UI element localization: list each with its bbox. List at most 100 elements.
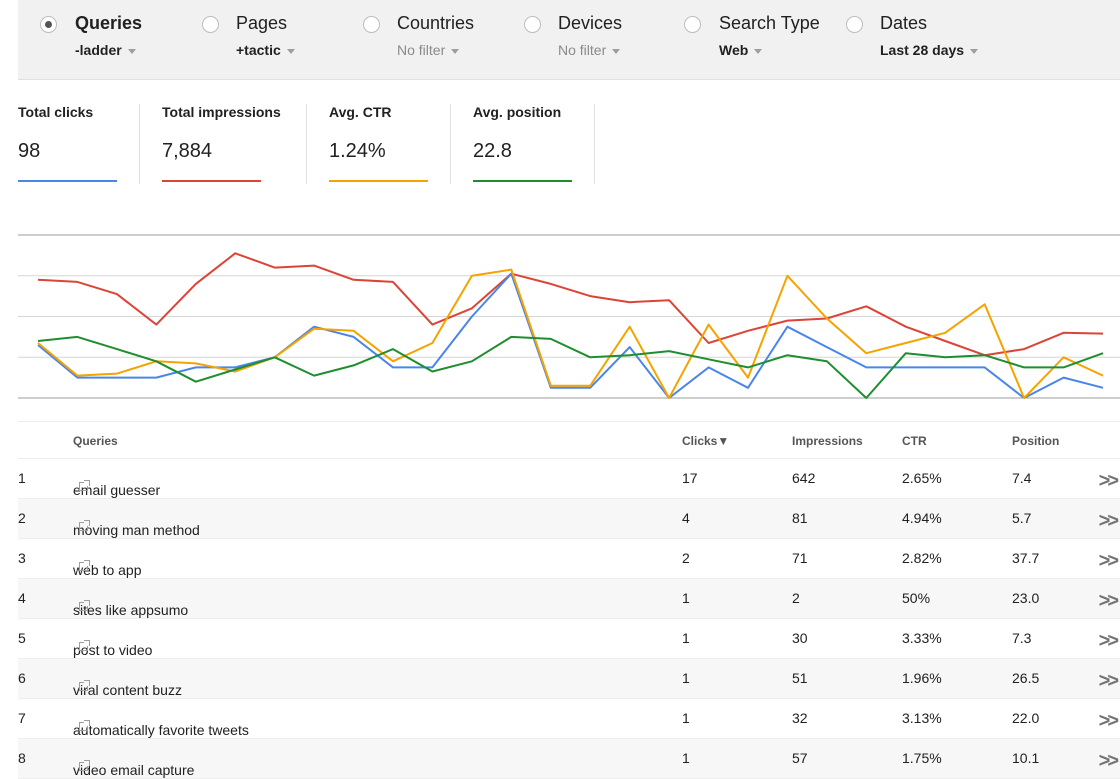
- ctr-cell: 3.13%: [902, 710, 942, 726]
- chevron-right-icon[interactable]: >>: [1098, 670, 1119, 692]
- impressions-cell: 642: [792, 470, 816, 486]
- ctr-cell: 2.65%: [902, 470, 942, 486]
- row-number: 2: [18, 510, 26, 526]
- clicks-cell: 1: [682, 590, 690, 606]
- ctr-cell: 1.96%: [902, 670, 942, 686]
- external-link-icon[interactable]: [79, 680, 90, 691]
- filter-dropdown[interactable]: No filter: [558, 42, 621, 58]
- external-link-icon[interactable]: [79, 640, 90, 651]
- chevron-right-icon[interactable]: >>: [1098, 510, 1119, 532]
- chevron-right-icon[interactable]: >>: [1098, 590, 1119, 612]
- series-line-total-clicks[interactable]: [37, 272, 1104, 399]
- radio-button[interactable]: [202, 16, 219, 33]
- filter-dropdown[interactable]: Web: [719, 42, 763, 58]
- table-row[interactable]: 7 automatically favorite tweets 1 32 3.1…: [18, 699, 1120, 739]
- chevron-right-icon[interactable]: >>: [1098, 630, 1119, 652]
- ctr-cell: 4.94%: [902, 510, 942, 526]
- row-number: 4: [18, 590, 26, 606]
- column-header-impressions[interactable]: Impressions: [792, 434, 863, 448]
- table-row[interactable]: 6 viral content buzz 1 51 1.96% 26.5 >>: [18, 659, 1120, 699]
- external-link-icon[interactable]: [79, 600, 90, 611]
- ctr-cell: 50%: [902, 590, 931, 606]
- divider: [450, 104, 451, 184]
- divider: [139, 104, 140, 184]
- filter-label: Devices: [558, 13, 623, 33]
- divider: [594, 104, 595, 184]
- query-text: moving man method: [73, 522, 200, 538]
- metric-total-clicks[interactable]: Total clicks 98: [18, 104, 117, 182]
- filter-dropdown[interactable]: -ladder: [75, 42, 136, 58]
- column-header-queries[interactable]: Queries: [73, 434, 118, 448]
- performance-chart[interactable]: [18, 225, 1120, 410]
- chevron-down-icon: [970, 48, 979, 54]
- external-link-icon[interactable]: [79, 520, 90, 531]
- table-body: 1 email guesser 17 642 2.65% 7.4 >> 2 mo…: [18, 459, 1120, 779]
- external-link-icon[interactable]: [79, 720, 90, 731]
- column-header-ctr[interactable]: CTR: [902, 434, 927, 448]
- filter-label: Dates: [880, 13, 928, 33]
- query-text: web to app: [73, 562, 142, 578]
- metric-color-line: [329, 180, 428, 182]
- table-row[interactable]: 4 sites like appsumo 1 2 50% 23.0 >>: [18, 579, 1120, 619]
- table-row[interactable]: 2 moving man method 4 81 4.94% 5.7 >>: [18, 499, 1120, 539]
- chevron-right-icon[interactable]: >>: [1098, 550, 1119, 572]
- chevron-right-icon[interactable]: >>: [1098, 710, 1119, 732]
- column-header-position[interactable]: Position: [1012, 434, 1060, 448]
- clicks-cell: 1: [682, 630, 690, 646]
- query-text: email guesser: [73, 482, 161, 498]
- metric-avg-position[interactable]: Avg. position 22.8: [473, 104, 572, 182]
- metric-color-line: [473, 180, 572, 182]
- column-header-clicks[interactable]: Clicks▼: [682, 434, 730, 448]
- metric-total-impressions[interactable]: Total impressions 7,884: [162, 104, 281, 182]
- position-cell: 22.0: [1012, 710, 1040, 726]
- metric-label: Total clicks: [18, 104, 94, 120]
- external-link-icon[interactable]: [79, 760, 90, 771]
- position-cell: 10.1: [1012, 750, 1040, 766]
- filter-dropdown[interactable]: Last 28 days: [880, 42, 979, 58]
- table-header: Queries Clicks▼ Impressions CTR Position: [18, 421, 1120, 459]
- chevron-down-icon: [754, 48, 763, 54]
- filter-label: Queries: [75, 13, 143, 33]
- metric-color-line: [162, 180, 261, 182]
- chevron-down-icon: [127, 48, 136, 54]
- radio-button[interactable]: [363, 16, 380, 33]
- series-line-avg-position[interactable]: [37, 335, 1104, 399]
- position-cell: 7.3: [1012, 630, 1032, 646]
- series-line-total-impressions[interactable]: [37, 252, 1104, 357]
- metric-label: Total impressions: [162, 104, 281, 120]
- filter-dropdown[interactable]: +tactic: [236, 42, 295, 58]
- filter-bar: Queries -ladder Pages +tactic Countries …: [18, 0, 1120, 80]
- series-line-avg-ctr[interactable]: [37, 268, 1104, 399]
- filter-value: +tactic: [236, 42, 281, 58]
- chevron-right-icon[interactable]: >>: [1098, 750, 1119, 772]
- table-row[interactable]: 1 email guesser 17 642 2.65% 7.4 >>: [18, 459, 1120, 499]
- external-link-icon[interactable]: [79, 560, 90, 571]
- impressions-cell: 81: [792, 510, 808, 526]
- table-row[interactable]: 5 post to video 1 30 3.33% 7.3 >>: [18, 619, 1120, 659]
- filter-value: No filter: [558, 42, 607, 58]
- metric-color-line: [18, 180, 117, 182]
- position-cell: 7.4: [1012, 470, 1032, 486]
- row-number: 8: [18, 750, 26, 766]
- filter-label: Pages: [236, 13, 288, 33]
- radio-button[interactable]: [684, 16, 701, 33]
- query-text: video email capture: [73, 762, 195, 778]
- metric-label: Avg. position: [473, 104, 562, 120]
- radio-button[interactable]: [846, 16, 863, 33]
- table-row[interactable]: 8 video email capture 1 57 1.75% 10.1 >>: [18, 739, 1120, 779]
- chevron-down-icon: [286, 48, 295, 54]
- filter-value: No filter: [397, 42, 446, 58]
- filter-label: Countries: [397, 13, 475, 33]
- filter-dropdown[interactable]: No filter: [397, 42, 460, 58]
- row-number: 6: [18, 670, 26, 686]
- clicks-cell: 1: [682, 670, 690, 686]
- table-row[interactable]: 3 web to app 2 71 2.82% 37.7 >>: [18, 539, 1120, 579]
- radio-button[interactable]: [524, 16, 541, 33]
- metric-value: 22.8: [473, 140, 512, 162]
- chevron-right-icon[interactable]: >>: [1098, 470, 1119, 492]
- impressions-cell: 32: [792, 710, 808, 726]
- metric-avg-ctr[interactable]: Avg. CTR 1.24%: [329, 104, 428, 182]
- external-link-icon[interactable]: [79, 480, 90, 491]
- impressions-cell: 30: [792, 630, 808, 646]
- radio-button[interactable]: [40, 16, 57, 33]
